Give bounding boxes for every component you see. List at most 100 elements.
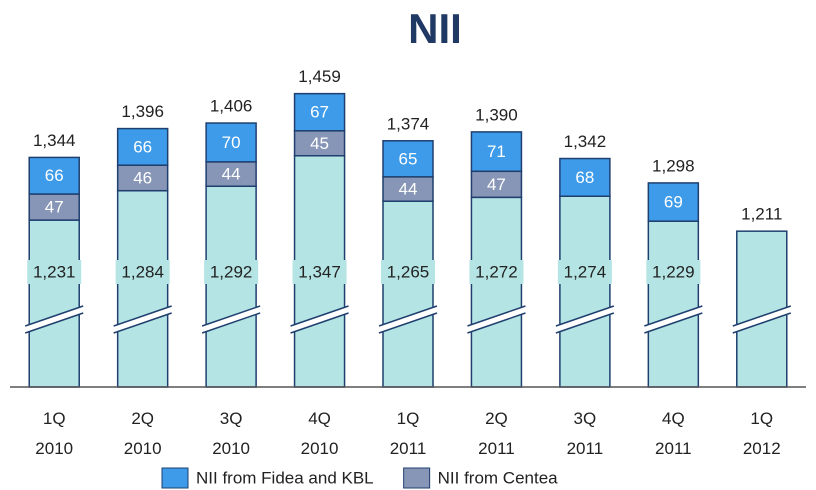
bar-label: 1,231 — [33, 262, 76, 281]
bar-label: 66 — [133, 137, 152, 156]
bar-label: 47 — [45, 198, 64, 217]
bar-label: 67 — [310, 103, 329, 122]
x-tick-label: 1Q 2011 — [389, 409, 427, 458]
total-label: 1,406 — [210, 97, 253, 116]
bar-segment — [28, 193, 80, 221]
break-line — [467, 312, 526, 334]
break-band — [113, 306, 172, 333]
break-band — [467, 306, 526, 333]
break-line — [644, 312, 703, 334]
label-bg — [204, 260, 259, 284]
total-label: 1,459 — [298, 67, 341, 86]
total-label: 1,390 — [475, 105, 518, 124]
break-line — [378, 305, 438, 327]
break-line — [732, 305, 792, 327]
bar-segment — [116, 189, 169, 388]
break-line — [24, 312, 84, 334]
bar-segment — [647, 182, 700, 222]
total-label: 1,298 — [652, 156, 695, 175]
break-line — [644, 305, 703, 327]
break-line — [467, 305, 526, 327]
bar-segment — [559, 195, 611, 388]
axis-break — [113, 305, 172, 334]
break-line — [555, 312, 615, 334]
break-band — [202, 306, 261, 333]
bar-segment — [205, 185, 257, 388]
total-label: 1,211 — [741, 205, 782, 224]
label-bg — [381, 260, 435, 284]
x-tick-label: 4Q 2010 — [300, 409, 339, 458]
label-bg — [292, 260, 347, 284]
bar-label: 44 — [222, 165, 241, 184]
bar-segment — [28, 156, 80, 195]
x-tick-label: 1Q 2010 — [35, 409, 74, 458]
bar-label: 70 — [222, 133, 241, 152]
break-line — [201, 312, 261, 334]
bar-segment — [382, 140, 434, 178]
bar-label: 65 — [399, 149, 418, 168]
bar-label: 1,229 — [652, 262, 695, 281]
x-tick-label: 4Q 2011 — [655, 409, 692, 458]
x-tick-label: 1Q 2012 — [742, 409, 781, 458]
bar-segment — [470, 131, 523, 173]
legend-label: NII from Fidea and KBL — [196, 468, 374, 487]
axis-break — [24, 305, 84, 334]
bar-segment — [205, 122, 257, 163]
total-label: 1,344 — [33, 131, 76, 150]
bar-segment — [382, 200, 434, 388]
break-band — [732, 306, 791, 333]
legend-swatch — [403, 467, 431, 489]
bar-segment — [559, 157, 611, 197]
break-line — [201, 305, 261, 327]
x-tick-label: 2Q 2010 — [123, 409, 162, 458]
break-line — [113, 312, 172, 334]
break-band — [290, 306, 349, 333]
x-tick-label: 2Q 2011 — [478, 409, 515, 458]
legend-swatch — [161, 467, 189, 489]
bar-label: 68 — [575, 168, 594, 187]
bar-label: 66 — [45, 166, 64, 185]
break-line — [378, 312, 438, 334]
chart-title: NII — [408, 5, 462, 52]
bar-segment — [116, 127, 169, 166]
bar-segment — [382, 176, 434, 202]
break-line — [290, 305, 349, 327]
break-line — [24, 305, 84, 327]
bar-label: 46 — [133, 168, 152, 187]
x-tick-label: 3Q 2010 — [212, 409, 251, 458]
bar-label: 71 — [487, 142, 506, 161]
break-line — [732, 312, 792, 334]
axis-break — [555, 305, 615, 334]
bar-label: 1,265 — [387, 262, 430, 281]
bar-segment — [28, 219, 80, 388]
bar-label: 1,347 — [298, 262, 341, 281]
label-bg — [469, 260, 524, 284]
label-bg — [557, 260, 612, 284]
axis-break — [290, 305, 349, 334]
bar-segment — [470, 196, 523, 388]
break-line — [555, 305, 615, 327]
bar-label: 45 — [310, 134, 329, 153]
total-label: 1,374 — [387, 114, 430, 133]
axis-break — [201, 305, 261, 334]
bar-label: 1,284 — [121, 262, 164, 281]
axis-break — [467, 305, 526, 334]
bar-label: 44 — [399, 180, 418, 199]
break-band — [644, 306, 703, 333]
axis-break — [732, 305, 792, 334]
bar-label: 1,272 — [475, 262, 518, 281]
bar-label: 69 — [664, 193, 683, 212]
axis-break — [644, 305, 703, 334]
bar-label: 47 — [487, 175, 506, 194]
break-line — [290, 312, 349, 334]
break-line — [113, 305, 172, 327]
break-band — [25, 306, 84, 333]
label-bg — [115, 260, 170, 284]
bar-segment — [293, 92, 346, 132]
total-label: 1,342 — [564, 132, 607, 151]
label-bg — [27, 260, 82, 284]
legend-label: NII from Centea — [438, 468, 559, 487]
bar-label: 1,274 — [564, 262, 607, 281]
